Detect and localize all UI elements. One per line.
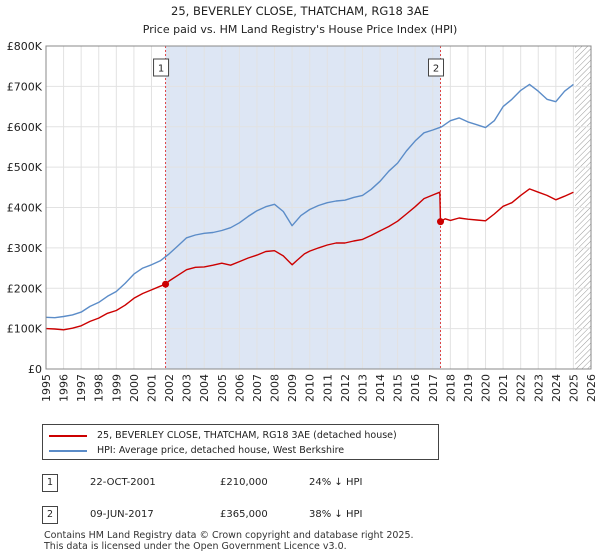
legend-label-property: 25, BEVERLEY CLOSE, THATCHAM, RG18 3AE (… bbox=[97, 430, 397, 441]
x-tick-label: 2002 bbox=[163, 374, 176, 402]
y-tick-label: £200K bbox=[7, 282, 43, 295]
sale-marker-label: 2 bbox=[433, 64, 439, 75]
x-tick-label: 2006 bbox=[233, 374, 246, 402]
legend-swatch-property bbox=[49, 434, 87, 437]
footer-copyright: Contains HM Land Registry data © Crown c… bbox=[44, 530, 414, 541]
y-tick-label: £300K bbox=[7, 242, 43, 255]
sale-date: 22-OCT-2001 bbox=[90, 477, 156, 488]
x-tick-label: 1997 bbox=[75, 374, 88, 402]
sale-marker-label: 1 bbox=[158, 64, 164, 75]
x-tick-label: 2014 bbox=[374, 374, 387, 402]
x-tick-label: 2024 bbox=[550, 374, 563, 402]
legend-item-hpi: HPI: Average price, detached house, West… bbox=[49, 444, 344, 458]
legend: 25, BEVERLEY CLOSE, THATCHAM, RG18 3AE (… bbox=[42, 424, 439, 460]
x-tick-label: 2017 bbox=[427, 374, 440, 402]
sale-row: 1 22-OCT-2001 £210,000 24% ↓ HPI bbox=[42, 474, 462, 494]
y-tick-label: £600K bbox=[7, 121, 43, 134]
sale-date: 09-JUN-2017 bbox=[90, 509, 154, 520]
legend-item-property: 25, BEVERLEY CLOSE, THATCHAM, RG18 3AE (… bbox=[49, 429, 397, 443]
legend-label-hpi: HPI: Average price, detached house, West… bbox=[97, 445, 345, 456]
y-tick-label: £700K bbox=[7, 80, 43, 93]
plot-frame bbox=[45, 45, 592, 370]
chart-subtitle: Price paid vs. HM Land Registry's House … bbox=[143, 23, 458, 36]
x-tick-label: 2012 bbox=[339, 374, 352, 402]
footer-licence: This data is licensed under the Open Gov… bbox=[44, 540, 347, 552]
x-tick-label: 1998 bbox=[93, 374, 106, 402]
y-tick-label: £0 bbox=[28, 363, 42, 376]
x-tick-label: 2011 bbox=[321, 374, 334, 402]
x-tick-label: 1999 bbox=[110, 374, 123, 402]
sale-hpi-diff: 38% ↓ HPI bbox=[309, 509, 363, 520]
x-tick-label: 2001 bbox=[145, 374, 158, 402]
sale-number-badge: 2 bbox=[42, 506, 58, 524]
sale-marker-box bbox=[428, 58, 445, 77]
x-tick-label: 1995 bbox=[40, 374, 53, 402]
x-tick-label: 2007 bbox=[251, 374, 264, 402]
x-tick-label: 2003 bbox=[181, 374, 194, 402]
price-chart: 25, BEVERLEY CLOSE, THATCHAM, RG18 3AE P… bbox=[7, 4, 598, 402]
sale-number-badge: 1 bbox=[42, 474, 58, 492]
x-tick-label: 2013 bbox=[356, 374, 369, 402]
hpi-line bbox=[45, 83, 574, 319]
x-tick-label: 2016 bbox=[409, 374, 422, 402]
x-tick-label: 2023 bbox=[532, 374, 545, 402]
x-tick-label: 2021 bbox=[497, 374, 510, 402]
x-tick-label: 2009 bbox=[286, 374, 299, 402]
x-tick-label: 2018 bbox=[444, 374, 457, 402]
legend-swatch-hpi bbox=[49, 449, 87, 452]
x-tick-label: 2010 bbox=[304, 374, 317, 402]
x-tick-label: 1996 bbox=[58, 374, 71, 402]
x-tick-label: 2004 bbox=[198, 374, 211, 402]
x-tick-label: 2020 bbox=[480, 374, 493, 402]
x-tick-label: 2000 bbox=[128, 374, 141, 402]
y-tick-label: £400K bbox=[7, 202, 43, 215]
sale-price: £365,000 bbox=[220, 509, 268, 520]
sale-marker-box bbox=[153, 58, 170, 77]
x-tick-label: 2026 bbox=[585, 374, 598, 402]
sale-point bbox=[437, 218, 445, 226]
sale-hpi-diff: 24% ↓ HPI bbox=[309, 477, 363, 488]
x-tick-label: 2015 bbox=[392, 374, 405, 402]
x-tick-label: 2022 bbox=[515, 374, 528, 402]
sale-row: 2 09-JUN-2017 £365,000 38% ↓ HPI bbox=[42, 506, 462, 526]
property-price-line bbox=[45, 188, 574, 331]
sale-point bbox=[162, 280, 170, 288]
y-tick-label: £100K bbox=[7, 323, 43, 336]
y-tick-label: £500K bbox=[7, 161, 43, 174]
sale-price: £210,000 bbox=[220, 477, 268, 488]
footer: Contains HM Land Registry data © Crown c… bbox=[44, 530, 414, 552]
x-tick-label: 2008 bbox=[269, 374, 282, 402]
x-tick-label: 2025 bbox=[567, 374, 580, 402]
chart-title: 25, BEVERLEY CLOSE, THATCHAM, RG18 3AE bbox=[171, 4, 429, 18]
x-tick-label: 2019 bbox=[462, 374, 475, 402]
y-tick-label: £800K bbox=[7, 40, 43, 53]
x-tick-label: 2005 bbox=[216, 374, 229, 402]
